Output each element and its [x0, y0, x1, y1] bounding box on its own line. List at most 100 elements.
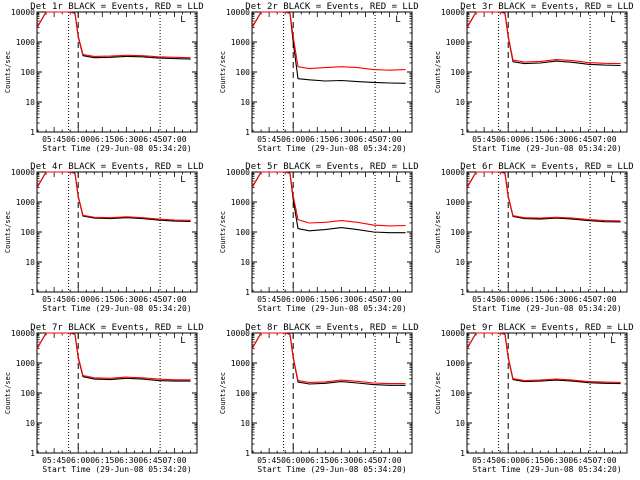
x-tick-label: 06:00	[66, 295, 90, 304]
plot-frame	[466, 332, 628, 454]
panel-title: Det 6r BLACK = Events, RED = LLD	[460, 162, 633, 172]
y-tick-label: 1	[245, 128, 250, 137]
x-tick-label: 06:45	[353, 135, 377, 144]
x-tick-label: 07:00	[162, 456, 186, 465]
y-tick-label: 10	[240, 258, 250, 267]
x-tick-label: 06:15	[90, 135, 114, 144]
y-tick-label: 1000	[231, 38, 250, 47]
y-tick-label: 1	[460, 449, 465, 458]
events-series-line	[251, 11, 406, 84]
y-axis-label: Counts/sec	[4, 372, 12, 414]
y-tick-label: 10	[25, 98, 35, 107]
x-tick-label: 06:45	[138, 135, 162, 144]
x-tick-label: 07:00	[377, 135, 401, 144]
plot-frame	[251, 171, 413, 293]
y-tick-label: 100	[451, 68, 466, 77]
y-tick-label: 100	[21, 389, 36, 398]
plot-frame	[251, 332, 413, 454]
x-axis-label: Start Time (29-Jun-08 05:34:20)	[257, 304, 406, 313]
panel-title: Det 2r BLACK = Events, RED = LLD	[245, 2, 418, 12]
x-tick-label: 06:00	[281, 135, 305, 144]
y-tick-label: 10000	[11, 168, 35, 177]
x-tick-label: 05:45	[257, 135, 281, 144]
panel-title: Det 8r BLACK = Events, RED = LLD	[245, 323, 418, 333]
y-tick-label: 10	[25, 419, 35, 428]
lld-series-line	[36, 332, 191, 381]
lld-series-line	[466, 11, 621, 65]
x-tick-label: 06:15	[520, 456, 544, 465]
corner-label: L	[395, 336, 400, 346]
corner-label: L	[610, 15, 615, 25]
y-axis-label: Counts/sec	[219, 211, 227, 253]
events-series-line	[36, 11, 191, 60]
y-tick-label: 100	[451, 389, 466, 398]
lld-series-line	[251, 171, 406, 227]
x-tick-label: 06:15	[520, 135, 544, 144]
x-tick-label: 05:45	[42, 135, 66, 144]
x-tick-label: 06:30	[114, 456, 138, 465]
y-axis-label: Counts/sec	[434, 211, 442, 253]
lld-series-line	[251, 332, 406, 385]
x-tick-label: 06:15	[90, 456, 114, 465]
y-tick-label: 100	[236, 389, 251, 398]
y-tick-label: 1000	[446, 198, 465, 207]
y-tick-label: 10	[240, 98, 250, 107]
x-tick-label: 06:00	[496, 135, 520, 144]
y-tick-label: 1	[30, 128, 35, 137]
x-axis-label: Start Time (29-Jun-08 05:34:20)	[257, 465, 406, 474]
y-tick-label: 10000	[11, 329, 35, 338]
y-tick-label: 1	[460, 128, 465, 137]
detector-panel: Det 2r BLACK = Events, RED = LLD 1 10 100 10…	[219, 2, 419, 153]
x-axis-label: Start Time (29-Jun-08 05:34:20)	[472, 144, 621, 153]
detector-panel: Det 7r BLACK = Events, RED = LLD 1 10 100 10…	[4, 323, 204, 474]
y-axis-label: Counts/sec	[4, 211, 12, 253]
y-tick-label: 100	[21, 228, 36, 237]
x-tick-label: 06:15	[520, 295, 544, 304]
detector-panel: Det 8r BLACK = Events, RED = LLD 1 10 100 10…	[219, 323, 419, 474]
x-tick-label: 06:45	[568, 456, 592, 465]
x-tick-label: 06:30	[114, 135, 138, 144]
y-tick-label: 1000	[16, 198, 35, 207]
lld-series-line	[36, 11, 191, 59]
detector-panel: Det 3r BLACK = Events, RED = LLD 1 10 100 10…	[434, 2, 634, 153]
x-axis-label: Start Time (29-Jun-08 05:34:20)	[472, 304, 621, 313]
y-tick-label: 10000	[226, 168, 250, 177]
events-series-line	[466, 171, 621, 223]
corner-label: L	[180, 175, 185, 185]
x-axis-label: Start Time (29-Jun-08 05:34:20)	[472, 465, 621, 474]
detector-panel: Det 1r BLACK = Events, RED = LLD 1 10 100 10…	[4, 2, 204, 153]
x-tick-label: 06:45	[568, 295, 592, 304]
x-tick-label: 07:00	[377, 456, 401, 465]
panel-title: Det 9r BLACK = Events, RED = LLD	[460, 323, 633, 333]
lld-series-line	[466, 171, 621, 222]
detector-panel: Det 5r BLACK = Events, RED = LLD 1 10 100 10…	[219, 162, 419, 313]
x-tick-label: 06:45	[353, 295, 377, 304]
x-axis-label: Start Time (29-Jun-08 05:34:20)	[42, 304, 191, 313]
y-tick-label: 100	[21, 68, 36, 77]
y-tick-label: 1	[245, 288, 250, 297]
x-axis-label: Start Time (29-Jun-08 05:34:20)	[257, 144, 406, 153]
y-tick-label: 10000	[226, 8, 250, 17]
lld-series-line	[36, 171, 191, 221]
x-tick-label: 05:45	[472, 135, 496, 144]
y-tick-label: 1	[30, 449, 35, 458]
x-tick-label: 06:30	[329, 135, 353, 144]
x-tick-label: 06:30	[544, 456, 568, 465]
y-tick-label: 10000	[441, 8, 465, 17]
y-tick-label: 10000	[441, 329, 465, 338]
y-tick-label: 1	[245, 449, 250, 458]
x-tick-label: 06:30	[114, 295, 138, 304]
y-tick-label: 10000	[441, 168, 465, 177]
corner-label: L	[395, 15, 400, 25]
x-tick-label: 06:45	[568, 135, 592, 144]
y-axis-label: Counts/sec	[4, 51, 12, 93]
corner-label: L	[395, 175, 400, 185]
y-tick-label: 1000	[231, 359, 250, 368]
x-tick-label: 06:00	[66, 456, 90, 465]
y-tick-label: 10000	[226, 329, 250, 338]
plot-frame	[466, 171, 628, 293]
x-tick-label: 06:15	[90, 295, 114, 304]
y-tick-label: 1000	[446, 359, 465, 368]
x-tick-label: 05:45	[42, 456, 66, 465]
y-axis-label: Counts/sec	[434, 51, 442, 93]
